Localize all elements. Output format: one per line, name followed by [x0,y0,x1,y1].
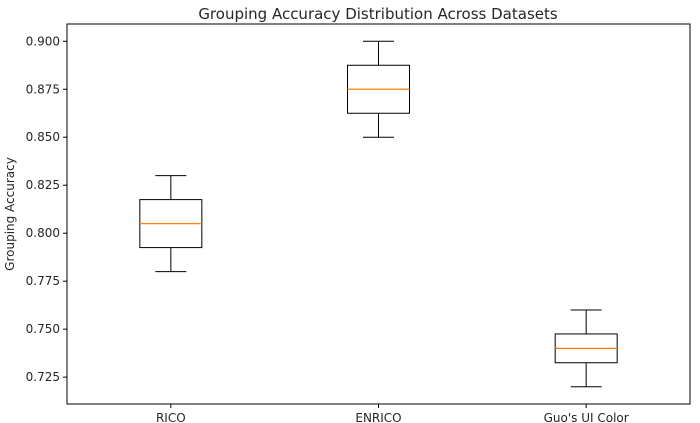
x-tick-label: RICO [156,411,186,423]
chart-title: Grouping Accuracy Distribution Across Da… [198,5,558,23]
box-1 [347,40,410,138]
y-axis-label: Grouping Accuracy [3,157,17,271]
x-axis-ticks: RICO ENRICO Guo's UI Color [156,404,629,423]
box-0 [139,175,203,273]
y-tick-label: 0.775 [26,274,60,288]
x-tick-label: Guo's UI Color [544,411,629,423]
plot-area-frame [66,23,691,405]
y-tick-label: 0.875 [26,82,60,96]
x-tick-label: ENRICO [355,411,401,423]
y-tick-label: 0.850 [26,130,60,144]
box-2 [554,309,618,388]
box-series [139,40,618,388]
y-tick-label: 0.750 [26,322,60,336]
y-tick-label: 0.825 [26,178,60,192]
y-tick-label: 0.900 [26,34,60,48]
y-axis-ticks: 0.725 0.750 0.775 0.800 0.825 0.850 0.875 0.900 [26,34,67,384]
y-tick-label: 0.800 [26,226,60,240]
y-tick-label: 0.725 [26,370,60,384]
